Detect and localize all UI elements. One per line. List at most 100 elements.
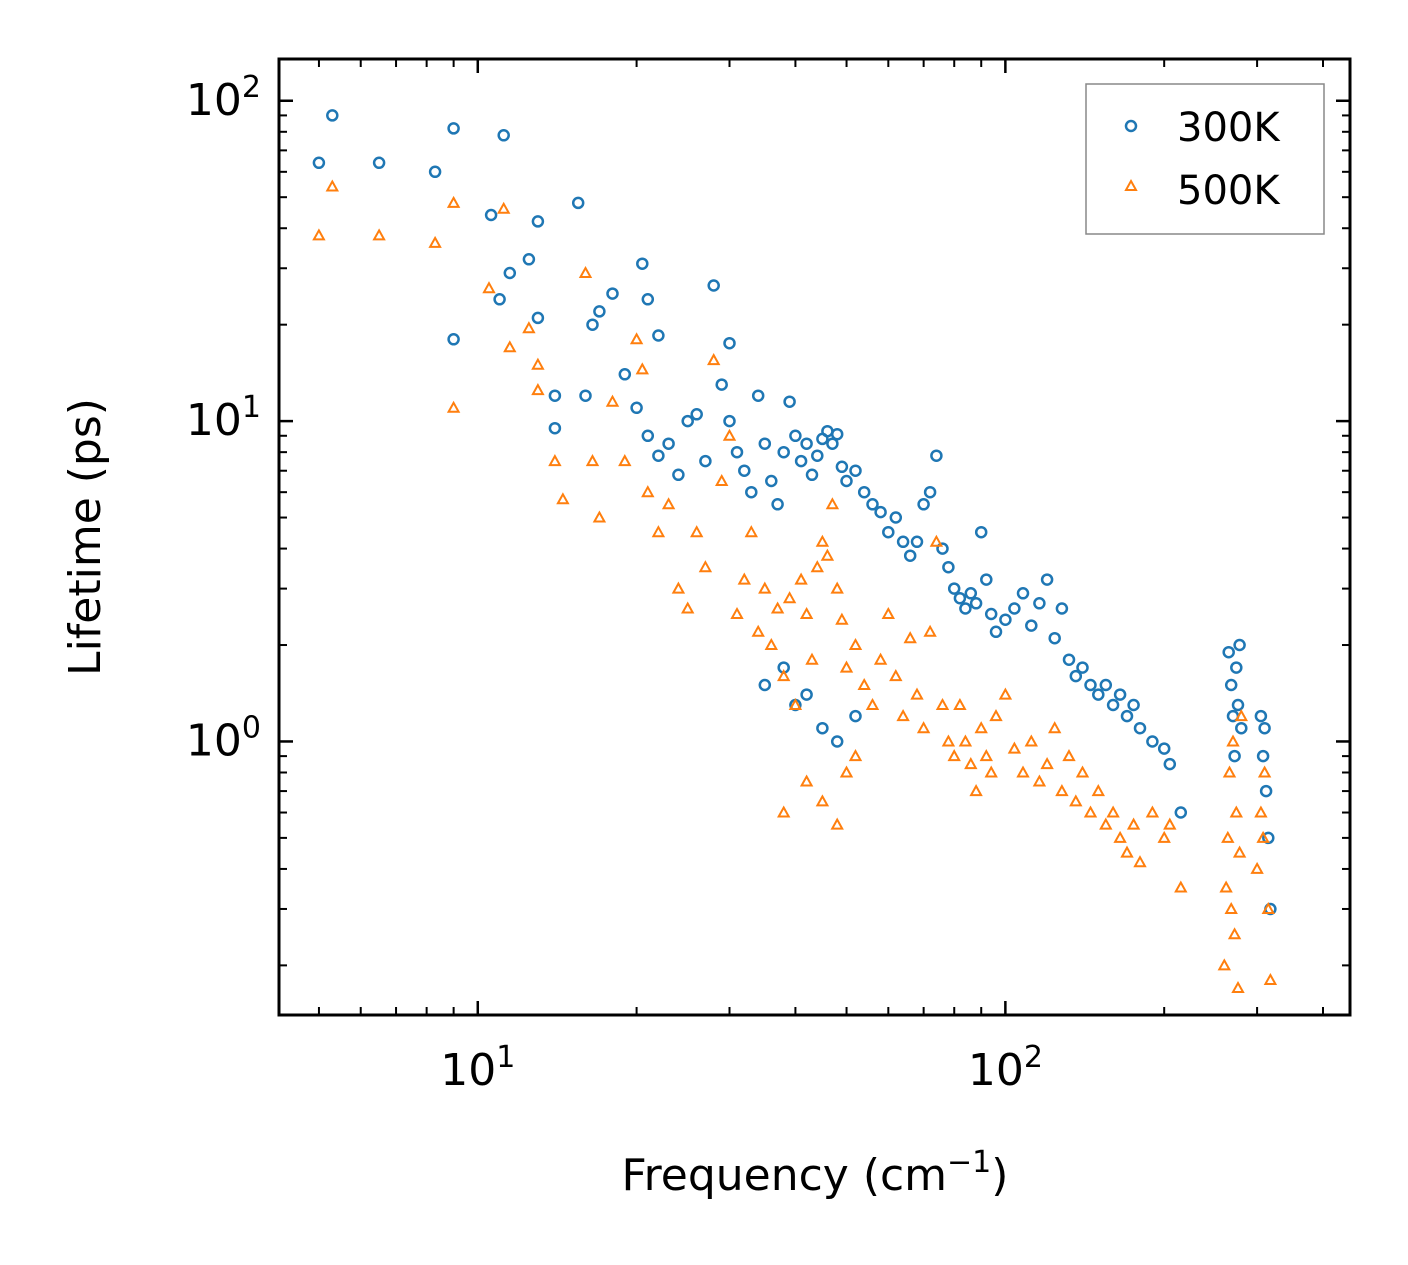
point-300k-117 xyxy=(1254,709,1268,723)
point-500k-45 xyxy=(815,534,830,547)
point-300k-11 xyxy=(503,266,517,280)
point-300k-35 xyxy=(723,414,736,428)
point-300k-105 xyxy=(849,709,862,723)
point-500k-66 xyxy=(953,697,967,710)
point-300k-72 xyxy=(959,602,972,615)
point-500k-40 xyxy=(788,697,803,710)
point-500k-103 xyxy=(1217,958,1231,971)
point-500k-4 xyxy=(446,195,461,208)
point-500k-113 xyxy=(1234,709,1248,722)
point-500k-105 xyxy=(1221,830,1235,843)
point-300k-68 xyxy=(936,542,949,555)
point-500k-77 xyxy=(1024,734,1038,747)
y-tick-label-1: 101 xyxy=(186,390,261,446)
point-300k-37 xyxy=(738,464,751,477)
point-500k-39 xyxy=(782,591,797,604)
point-500k-78 xyxy=(1032,774,1047,787)
point-500k-19 xyxy=(629,332,644,345)
point-300k-85 xyxy=(1048,631,1061,645)
point-500k-54 xyxy=(873,652,888,665)
point-300k-82 xyxy=(1025,619,1038,632)
point-300k-30 xyxy=(690,408,703,421)
point-500k-86 xyxy=(1091,784,1105,797)
point-300k-112 xyxy=(1228,749,1241,763)
point-300k-62 xyxy=(896,535,910,549)
point-500k-28 xyxy=(707,353,721,366)
point-500k-111 xyxy=(1231,980,1245,993)
point-300k-86 xyxy=(1055,602,1069,615)
legend-box xyxy=(1085,83,1325,235)
point-500k-56 xyxy=(889,669,903,682)
point-500k-101 xyxy=(839,765,854,778)
point-300k-118 xyxy=(1256,749,1270,763)
point-300k-76 xyxy=(980,573,993,586)
point-300k-7 xyxy=(531,215,545,228)
point-500k-95 xyxy=(1163,817,1177,830)
point-500k-108 xyxy=(1226,734,1240,747)
data-points xyxy=(312,109,1278,993)
point-300k-15 xyxy=(548,421,562,435)
point-500k-24 xyxy=(671,581,686,594)
point-500k-73 xyxy=(989,709,1003,722)
x-tick-label-1: 102 xyxy=(968,1040,1043,1096)
point-300k-40 xyxy=(758,437,772,450)
point-300k-58 xyxy=(866,498,879,511)
point-300k-54 xyxy=(835,460,849,474)
point-300k-114 xyxy=(1231,698,1245,712)
point-500k-11 xyxy=(531,383,545,396)
point-500k-110 xyxy=(1229,805,1243,818)
point-300k-48 xyxy=(805,468,819,482)
point-300k-24 xyxy=(630,401,643,415)
point-300k-65 xyxy=(917,498,930,511)
point-500k-98 xyxy=(799,774,814,787)
point-300k-3 xyxy=(428,165,442,179)
point-500k-23 xyxy=(661,497,676,510)
point-500k-43 xyxy=(805,652,819,665)
point-500k-32 xyxy=(737,572,751,585)
point-300k-10 xyxy=(493,293,506,306)
point-500k-84 xyxy=(1075,765,1090,778)
point-300k-2 xyxy=(372,156,386,170)
point-500k-53 xyxy=(865,697,880,710)
point-300k-70 xyxy=(947,582,961,595)
point-500k-109 xyxy=(1227,927,1242,940)
point-500k-1 xyxy=(312,228,326,241)
point-500k-91 xyxy=(1126,817,1141,830)
point-500k-36 xyxy=(764,637,778,650)
point-500k-76 xyxy=(1016,765,1030,778)
point-300k-55 xyxy=(840,474,853,488)
point-500k-100 xyxy=(830,817,844,830)
point-500k-35 xyxy=(758,581,772,594)
point-300k-1 xyxy=(312,156,326,170)
point-500k-104 xyxy=(1219,880,1233,893)
point-500k-85 xyxy=(1083,805,1098,818)
point-500k-8 xyxy=(503,340,517,353)
point-300k-81 xyxy=(1016,587,1030,600)
point-300k-0 xyxy=(326,109,339,122)
point-300k-98 xyxy=(1146,735,1159,748)
point-300k-31 xyxy=(699,454,712,468)
point-500k-3 xyxy=(428,235,442,248)
point-300k-16 xyxy=(579,389,592,402)
point-500k-88 xyxy=(1106,805,1120,818)
legend-marker-300k xyxy=(1124,119,1138,133)
point-500k-26 xyxy=(690,525,704,538)
point-500k-55 xyxy=(881,606,895,619)
point-300k-34 xyxy=(723,336,736,350)
point-300k-49 xyxy=(811,449,824,462)
point-300k-20 xyxy=(618,368,632,381)
point-300k-78 xyxy=(989,625,1003,639)
point-500k-25 xyxy=(681,601,695,614)
point-300k-113 xyxy=(1230,661,1243,674)
point-300k-33 xyxy=(715,378,728,391)
point-300k-100 xyxy=(1163,757,1177,771)
point-300k-79 xyxy=(999,613,1012,626)
point-500k-119 xyxy=(1263,972,1278,985)
tick-labels: 101 102 100 101 102 xyxy=(186,70,1043,1096)
point-300k-74 xyxy=(969,597,983,610)
point-500k-48 xyxy=(830,581,844,594)
point-500k-17 xyxy=(605,394,620,407)
point-300k-43 xyxy=(777,445,790,459)
point-300k-56 xyxy=(849,464,862,477)
point-300k-27 xyxy=(662,437,675,450)
